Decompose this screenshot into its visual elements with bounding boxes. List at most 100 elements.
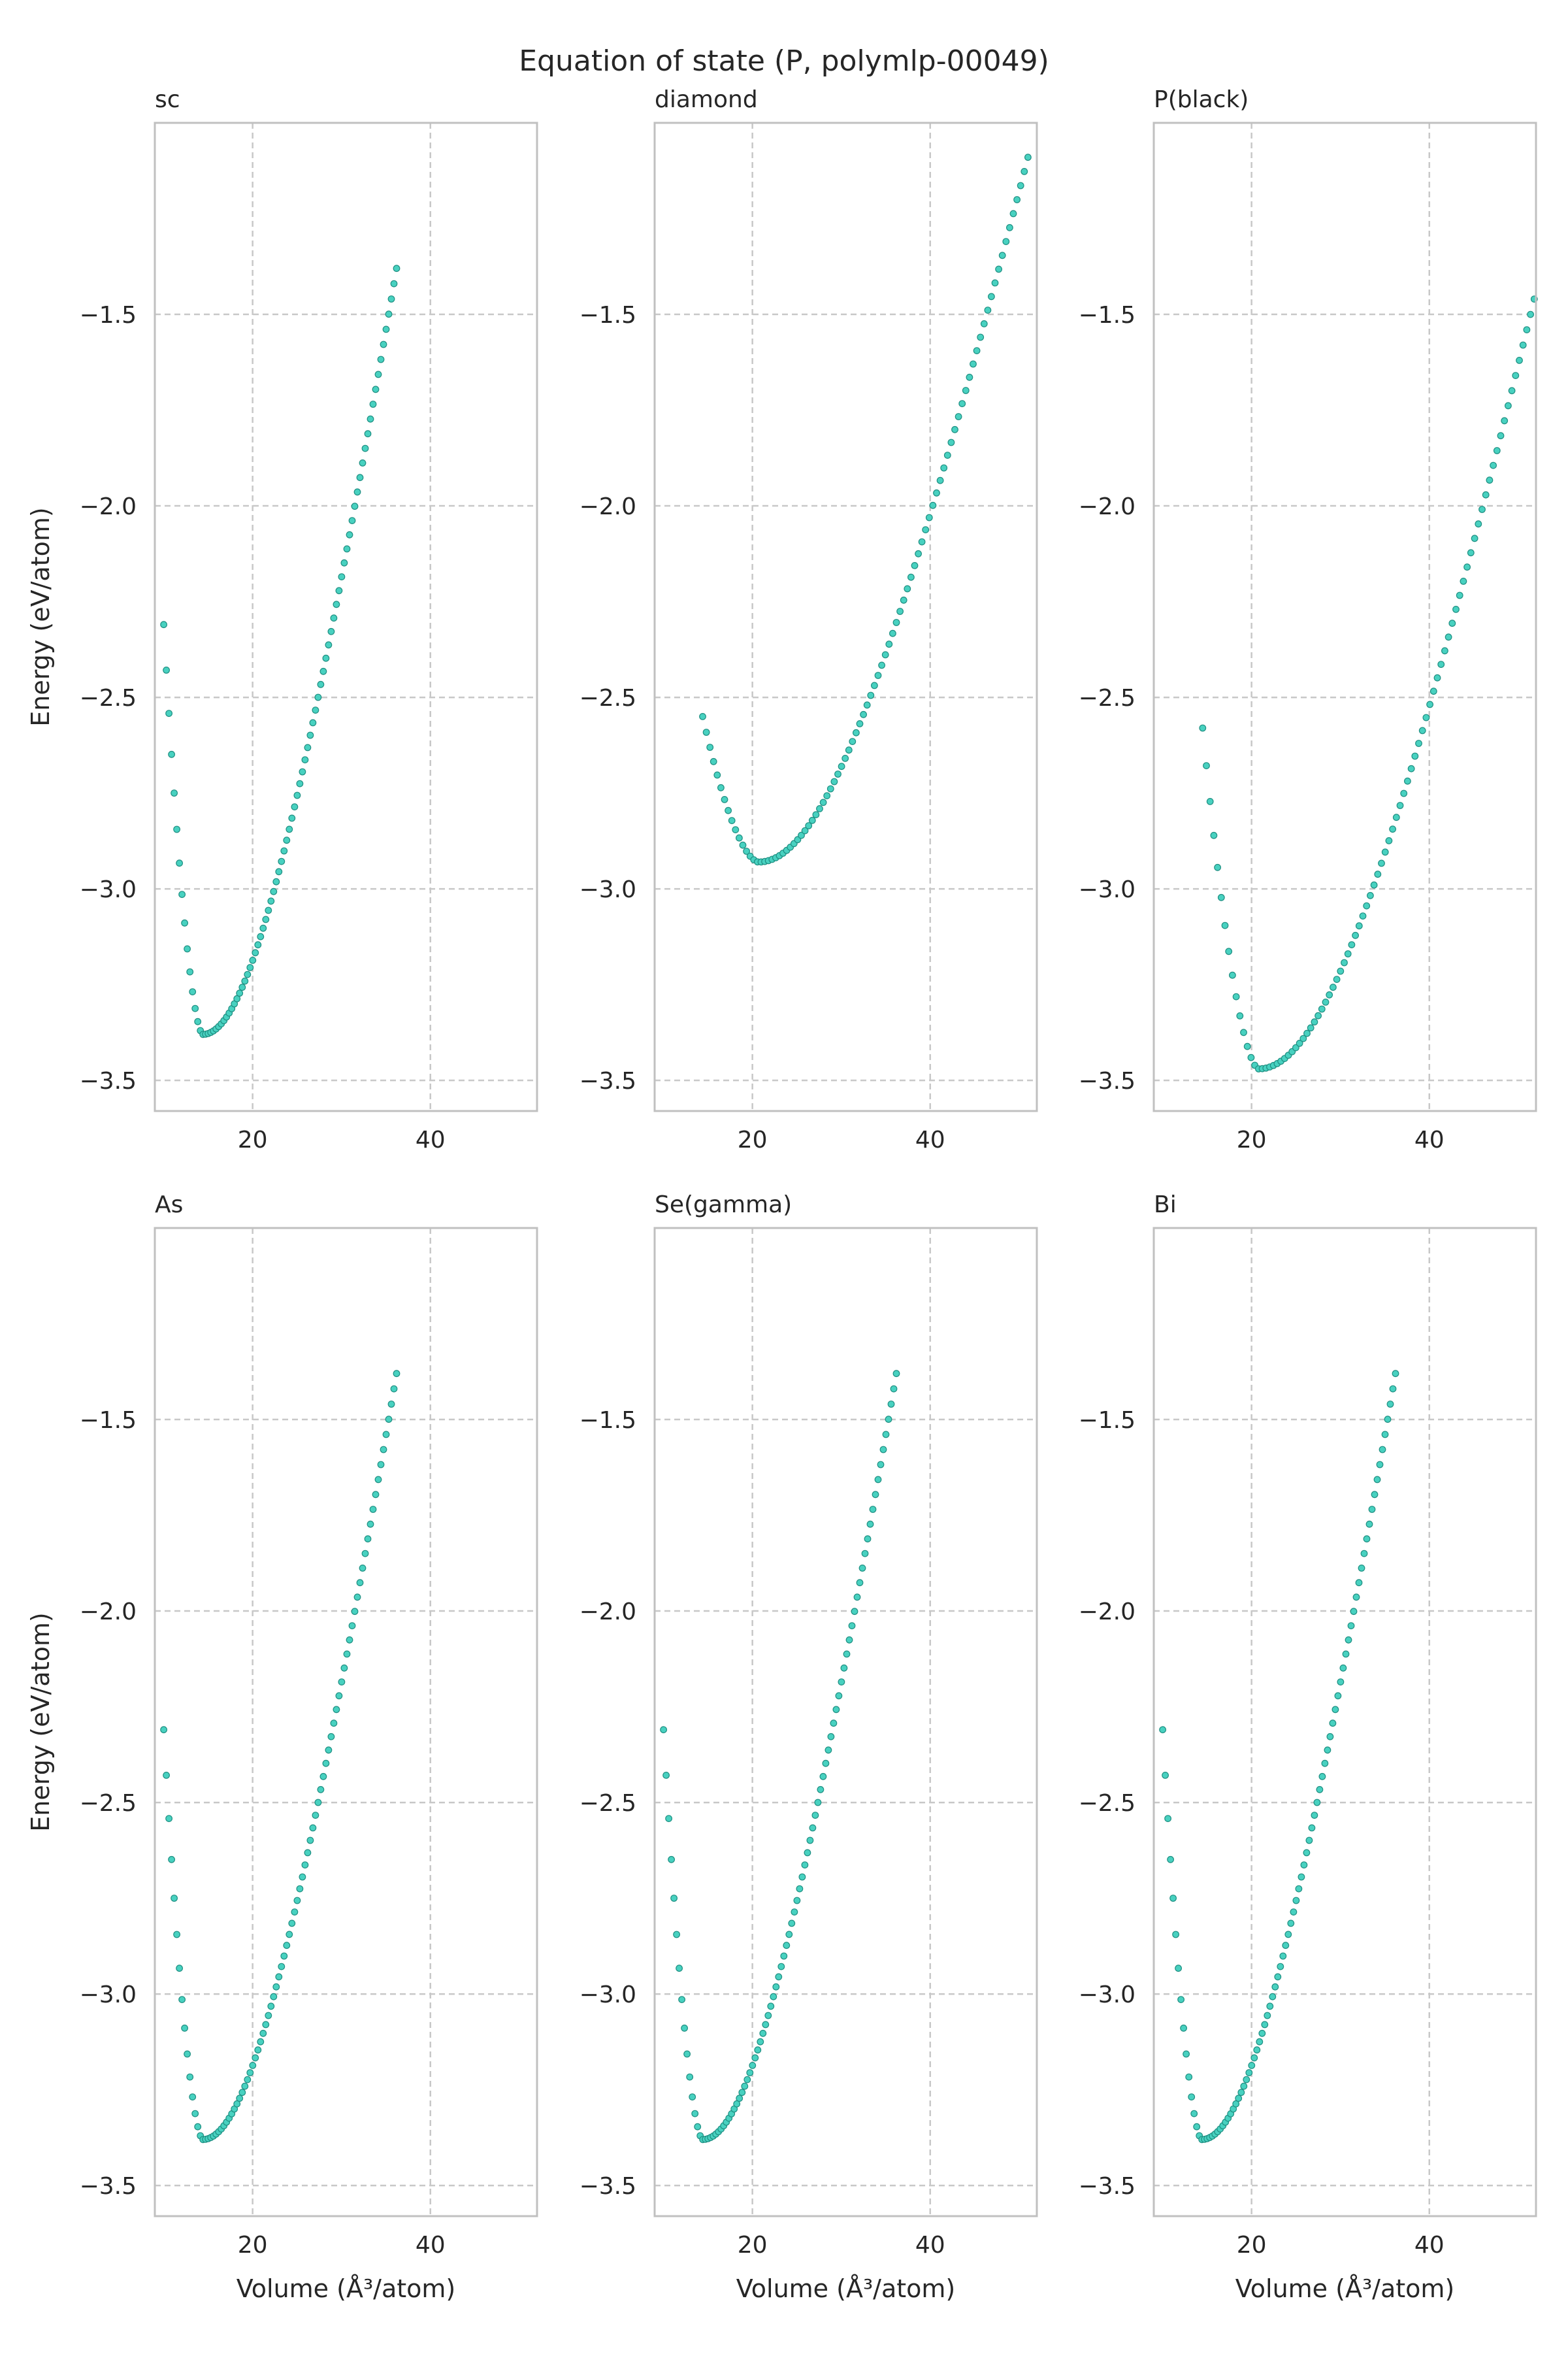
data-point xyxy=(1504,402,1512,410)
data-point xyxy=(1326,1733,1334,1740)
data-point xyxy=(1379,1446,1386,1453)
data-point xyxy=(1363,902,1371,910)
data-point xyxy=(1240,2082,1248,2090)
data-point xyxy=(275,1973,283,1981)
data-point xyxy=(1284,1931,1292,1938)
x-tick-label: 40 xyxy=(1414,2232,1445,2259)
data-point xyxy=(1456,591,1463,599)
data-point xyxy=(1352,1593,1360,1601)
x-axis-label: Volume (Å³/atom) xyxy=(736,2274,956,2303)
data-point xyxy=(735,834,743,842)
data-point xyxy=(743,2076,751,2083)
data-point xyxy=(390,280,398,288)
data-point xyxy=(1183,2050,1190,2058)
data-point xyxy=(1385,837,1393,844)
data-point xyxy=(176,1965,184,1972)
data-point xyxy=(1295,1885,1303,1893)
data-point xyxy=(713,771,721,779)
data-point xyxy=(1429,688,1437,695)
panel-4: 20 40 −3.5 −3.0 −2.5 −2.0 −1.5 Se(gamma) Volume … xyxy=(580,1191,1038,2303)
data-point xyxy=(922,526,930,533)
data-point xyxy=(369,1506,377,1513)
data-point xyxy=(1253,2046,1261,2054)
data-point xyxy=(933,489,940,497)
data-point xyxy=(301,1861,309,1869)
data-point xyxy=(721,795,728,803)
data-point xyxy=(275,868,283,876)
data-point xyxy=(1300,1861,1308,1869)
data-point xyxy=(1415,740,1422,747)
data-point xyxy=(801,1861,809,1869)
data-point xyxy=(1185,2073,1193,2081)
data-point xyxy=(244,2076,252,2083)
data-point xyxy=(796,1885,804,1893)
data-point xyxy=(798,831,805,839)
axes-frame xyxy=(154,122,538,1112)
data-point xyxy=(809,1824,817,1832)
data-point xyxy=(390,1385,398,1393)
y-tick-label: −2.0 xyxy=(80,1599,137,1625)
data-point xyxy=(823,792,831,799)
data-point xyxy=(1002,238,1010,246)
data-point xyxy=(280,1952,288,1960)
data-point xyxy=(757,2038,764,2046)
data-point xyxy=(265,2012,272,2019)
data-point xyxy=(262,916,270,923)
data-point xyxy=(1331,1706,1339,1714)
data-point xyxy=(296,1885,304,1893)
data-point xyxy=(918,538,926,546)
data-point xyxy=(254,2046,262,2054)
data-point xyxy=(189,988,197,995)
data-point xyxy=(327,627,335,635)
data-point xyxy=(1313,1799,1321,1806)
data-point xyxy=(1232,993,1240,1001)
data-point xyxy=(191,2110,199,2117)
data-point xyxy=(710,757,717,765)
data-point xyxy=(670,1895,678,1902)
data-point xyxy=(1021,168,1028,175)
data-point xyxy=(1337,1678,1345,1686)
data-point xyxy=(1172,1931,1179,1938)
data-point xyxy=(1164,1815,1171,1823)
data-point xyxy=(861,1550,869,1557)
y-tick-label: −2.5 xyxy=(580,685,636,712)
data-point xyxy=(1162,1771,1169,1779)
data-point xyxy=(834,771,841,778)
data-point xyxy=(1386,1401,1394,1408)
data-point xyxy=(1448,620,1456,627)
data-point xyxy=(1190,2110,1198,2117)
data-point xyxy=(270,1993,278,2000)
data-point xyxy=(165,710,173,717)
data-point xyxy=(678,1996,685,2004)
data-point xyxy=(1376,1461,1384,1468)
data-point xyxy=(314,1799,322,1806)
data-point xyxy=(804,1849,811,1857)
data-point xyxy=(1279,1952,1287,1960)
data-point xyxy=(929,501,937,509)
y-tick-label: −1.5 xyxy=(580,302,636,329)
data-point xyxy=(1210,831,1218,839)
data-point xyxy=(259,2029,267,2037)
data-point xyxy=(970,360,977,368)
data-point xyxy=(1005,224,1013,231)
data-point xyxy=(864,1535,872,1543)
data-point xyxy=(165,1815,173,1823)
data-point xyxy=(811,1812,819,1819)
data-point xyxy=(1290,1908,1298,1916)
data-point xyxy=(1463,563,1471,571)
data-point xyxy=(369,401,377,408)
data-point xyxy=(1206,797,1214,805)
data-point xyxy=(1355,922,1363,930)
data-point xyxy=(286,825,293,833)
data-point xyxy=(858,1564,866,1572)
panel-1: 20 40 −3.5 −3.0 −2.5 −2.0 −1.5 diamond xyxy=(580,86,1038,1153)
data-point xyxy=(736,2095,743,2102)
data-point xyxy=(1261,2021,1269,2029)
y-tick-label: −2.0 xyxy=(80,493,137,520)
data-point xyxy=(732,826,740,833)
data-point xyxy=(1316,1785,1324,1793)
data-point xyxy=(1467,549,1475,557)
x-tick-label: 40 xyxy=(416,2232,446,2259)
data-point xyxy=(1445,633,1452,641)
data-point xyxy=(686,2073,694,2081)
